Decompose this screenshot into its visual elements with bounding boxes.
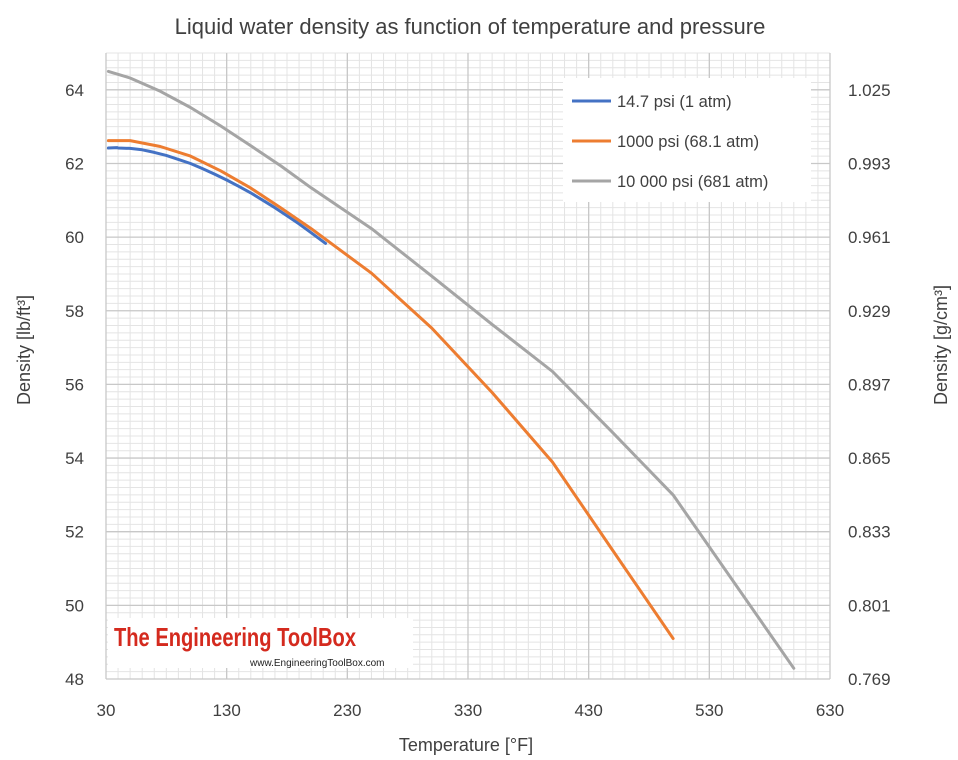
x-tick-label: 130 bbox=[212, 701, 240, 720]
y-tick-label: 60 bbox=[65, 228, 84, 247]
y-tick-label: 56 bbox=[65, 375, 84, 394]
y2-tick-label: 0.833 bbox=[848, 523, 891, 542]
y-tick-label: 50 bbox=[65, 596, 84, 615]
series-line-2 bbox=[106, 69, 796, 670]
legend-label-0: 14.7 psi (1 atm) bbox=[617, 93, 732, 111]
logo-url: www.EngineeringToolBox.com bbox=[249, 658, 385, 669]
data-series bbox=[106, 69, 796, 670]
y-tick-label: 58 bbox=[65, 302, 84, 321]
chart-title: Liquid water density as function of temp… bbox=[175, 14, 766, 39]
series-line-0 bbox=[106, 146, 328, 245]
y2-tick-label: 0.865 bbox=[848, 449, 891, 468]
legend-label-2: 10 000 psi (681 atm) bbox=[617, 173, 768, 191]
x-tick-label: 30 bbox=[97, 701, 116, 720]
y2-tick-label: 0.961 bbox=[848, 228, 891, 247]
y-tick-label: 54 bbox=[65, 449, 84, 468]
series-line-1 bbox=[106, 139, 675, 640]
y2-tick-label: 0.993 bbox=[848, 154, 891, 173]
logo-text: The Engineering ToolBox bbox=[114, 622, 356, 652]
tick-labels: 30 130 230 330 430 530 630 48 50 52 54 56 58 60 62 64 0.… bbox=[65, 81, 890, 720]
y2-tick-label: 0.929 bbox=[848, 302, 891, 321]
x-tick-label: 530 bbox=[695, 701, 723, 720]
y-tick-label: 52 bbox=[65, 523, 84, 542]
y-tick-label: 48 bbox=[65, 670, 84, 689]
y2-tick-label: 0.897 bbox=[848, 375, 891, 394]
y2-tick-label: 0.801 bbox=[848, 596, 891, 615]
y-axis-label: Density [lb/ft³] bbox=[14, 295, 34, 405]
x-axis-label: Temperature [°F] bbox=[399, 735, 533, 755]
x-tick-label: 230 bbox=[333, 701, 361, 720]
y2-axis-label: Density [g/cm³] bbox=[931, 285, 951, 405]
y2-tick-label: 0.769 bbox=[848, 670, 891, 689]
y2-tick-label: 1.025 bbox=[848, 81, 891, 100]
x-tick-label: 630 bbox=[816, 701, 844, 720]
x-tick-label: 430 bbox=[574, 701, 602, 720]
engineering-toolbox-logo: The Engineering ToolBox www.EngineeringT… bbox=[108, 618, 413, 669]
legend-label-1: 1000 psi (68.1 atm) bbox=[617, 133, 759, 151]
y-tick-label: 62 bbox=[65, 154, 84, 173]
y-tick-label: 64 bbox=[65, 81, 84, 100]
x-tick-label: 330 bbox=[454, 701, 482, 720]
legend: 14.7 psi (1 atm) 1000 psi (68.1 atm) 10 00… bbox=[563, 78, 811, 202]
